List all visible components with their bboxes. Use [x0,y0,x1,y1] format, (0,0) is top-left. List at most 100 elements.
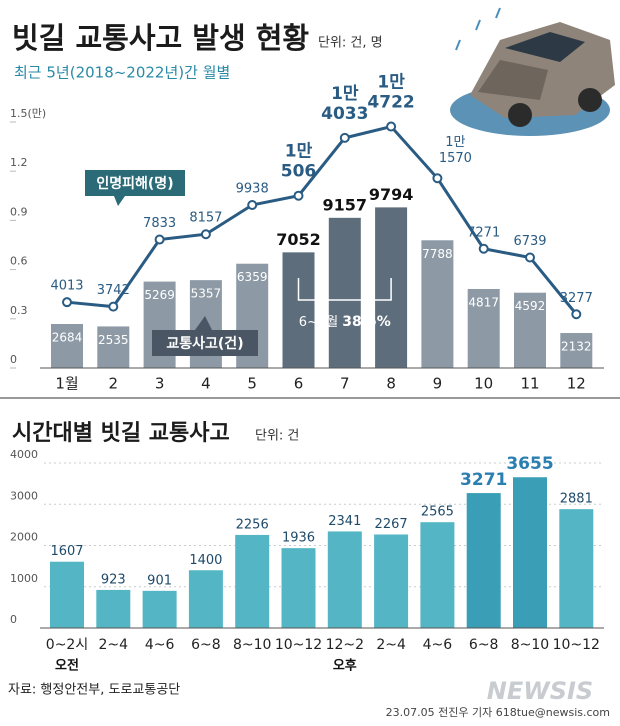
x-tick-label: 12 [567,375,586,393]
legend-label: 인명피해(명) [96,175,173,192]
bar [327,531,362,628]
legend-box [152,316,258,356]
line-value-label: 3742 [97,283,130,298]
x-tick-label: 8~10 [511,637,549,653]
bar-value-label: 7788 [422,247,453,261]
line-value-label: 1만 [331,84,359,104]
x-tick-label: 0~2시 [46,637,88,653]
credit: 23.07.05 전진우 기자 618tue@newsis.com [386,706,610,719]
line-point [525,252,535,263]
bar [421,240,454,368]
line-value-label: 4013 [50,279,83,294]
x-tick-label: 10~12 [275,637,322,653]
x-tick-label: 2~4 [376,637,406,653]
x-tick-label: 6 [294,375,304,393]
bar-value-label: 7052 [276,230,321,249]
y-tick-label: 0 [10,353,17,366]
x-tick-label: 3 [155,375,165,393]
line-point [293,190,304,201]
car-illustration [450,7,615,136]
x-tick-label: 11 [520,375,539,393]
bar [467,289,500,368]
bar-value-label: 2256 [236,517,269,532]
x-tick-label: 6~8 [469,637,499,653]
bar [188,570,223,628]
bar [235,534,270,628]
line-value-label: 8157 [189,211,222,226]
bar-value-label: 4817 [468,296,499,310]
line-value-label: 1만 [377,73,405,93]
line-value-label: 506 [281,162,317,182]
annotation-label: 6~8월 [299,315,338,330]
x-tick-label: 10~12 [553,637,600,653]
bar [514,292,546,368]
bar-value-label: 4592 [515,299,546,313]
bar-value-label: 2267 [375,517,408,532]
bar-value-label: 1607 [50,544,83,559]
bar-value-label: 2535 [98,333,129,347]
y-tick-label: 0.9 [10,205,28,218]
bar [282,252,315,368]
x-tick-label: 12~2 [326,637,364,653]
bar-value-label: 3271 [460,470,507,490]
bar [96,589,131,628]
annotation-bracket [297,278,392,301]
x-tick-label: 4 [201,375,211,393]
y-tick-label: 3000 [10,489,38,502]
y-tick-label: 0 [10,613,17,626]
line-point [200,229,211,240]
bar-value-label: 923 [101,572,126,587]
legend-label: 교통사고(건) [166,335,243,352]
line-point [154,234,165,245]
bar [513,477,547,628]
unit: 단위: 건, 명 [318,36,383,51]
bar-value-label: 901 [147,573,172,588]
bar-value-label: 2881 [560,492,593,507]
bar-value-label: 3655 [506,454,553,474]
line [66,124,578,316]
x-tick-label: 7 [340,375,350,393]
legend-box [85,170,185,206]
bar [328,217,361,368]
y-tick-label: 0.6 [10,255,28,268]
line-point [108,301,119,312]
line-point [386,121,397,132]
line-value-label: 7271 [467,225,500,240]
x-tick-label: 10 [474,375,493,393]
bar [466,493,501,628]
line-value-label: 4722 [367,93,414,113]
watermark: NEWSIS [487,677,593,705]
x-tick-label: 6~8 [191,637,221,653]
x-tick-label: 4~6 [423,637,453,653]
x-tick-label: 8~10 [233,637,271,653]
line-point [478,243,489,254]
y-tick-label: 0.3 [10,304,28,317]
chart-title: 빗길 교통사고 발생 현황 [12,21,309,55]
bar-value-label: 1936 [282,531,315,546]
bar [142,590,177,628]
unit: 단위: 건 [255,429,299,444]
y-tick-label: 2000 [10,531,38,544]
y-tick-label: 1.2 [10,156,28,169]
line-point [339,132,350,143]
source: 자료: 행정안전부, 도로교통공단 [8,682,180,698]
x-tick-label: 2~4 [99,637,129,653]
bar [50,561,84,628]
line-point [247,200,258,211]
x-tick-label: 4~6 [145,637,175,653]
line-value-label: 1만 [445,135,465,150]
x-tick-label: 8 [386,375,396,393]
line-point [62,297,72,308]
chart-title: 시간대별 빗길 교통사고 [12,421,230,446]
line-value-label: 7833 [143,216,176,231]
line-point [571,309,582,320]
bar [560,333,593,368]
bar [51,323,83,368]
line-value-label: 4033 [321,104,368,124]
bar-value-label: 6359 [237,270,268,284]
x-tick-label: 9 [433,375,443,393]
bar-value-label: 1400 [189,553,222,568]
bar-value-label: 5357 [191,287,222,301]
group-label: 오전 [55,658,79,674]
